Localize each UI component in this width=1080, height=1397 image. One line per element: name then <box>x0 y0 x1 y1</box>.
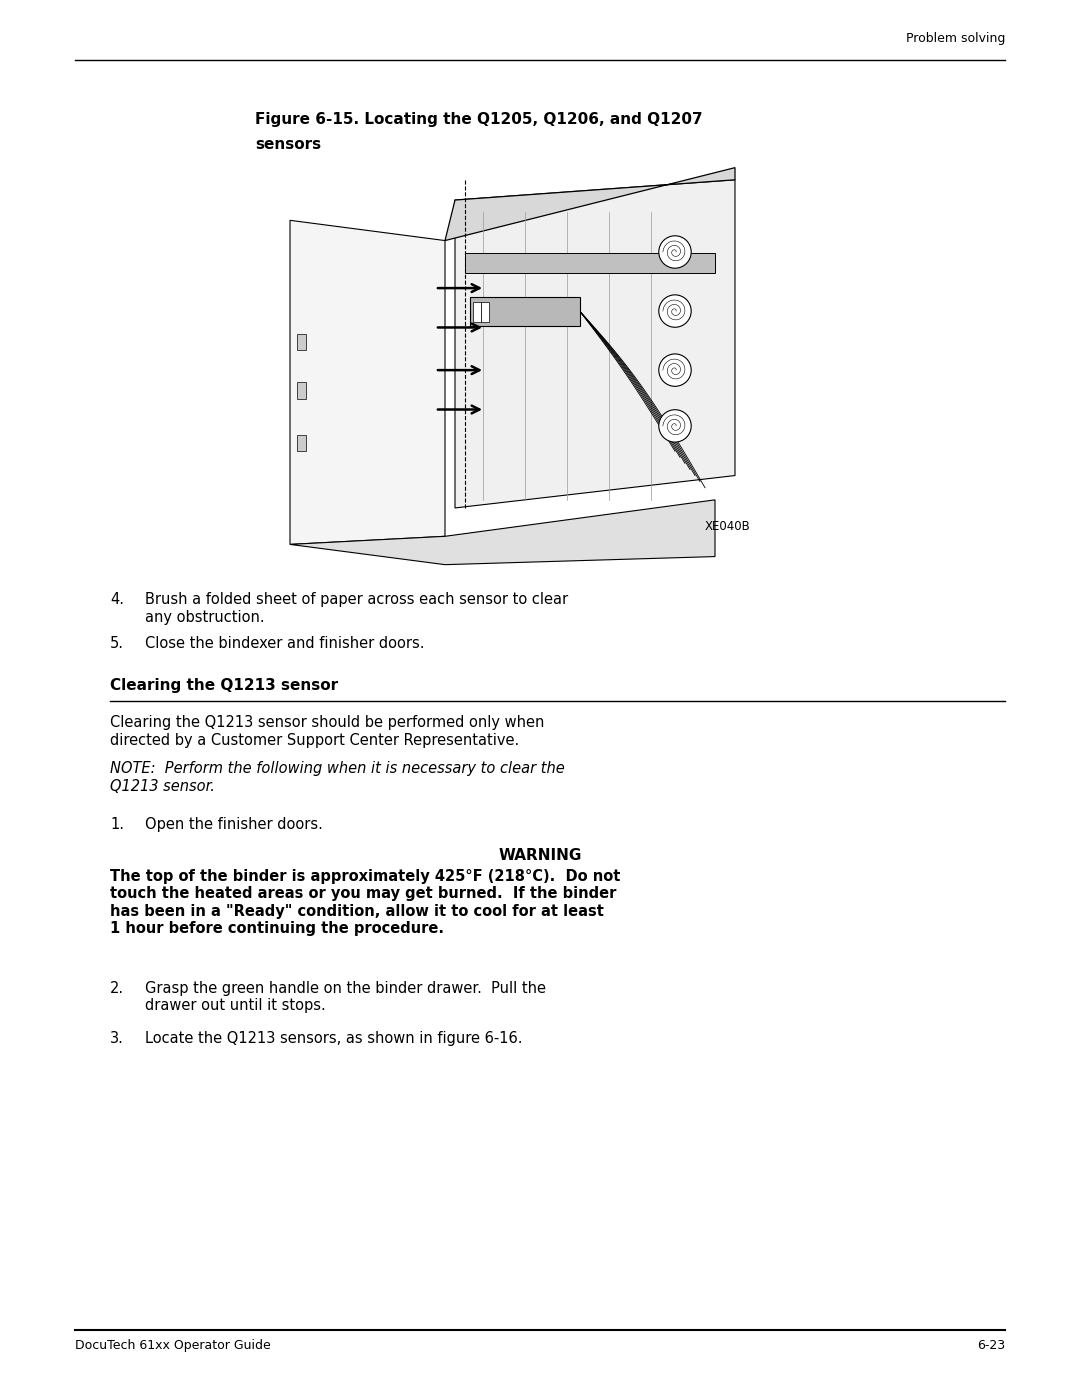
Polygon shape <box>455 180 735 509</box>
Bar <box>465 253 715 272</box>
Polygon shape <box>445 168 735 240</box>
Text: The top of the binder is approximately 425°F (218°C).  Do not
touch the heated a: The top of the binder is approximately 4… <box>110 869 620 936</box>
Text: Problem solving: Problem solving <box>906 32 1005 45</box>
Text: Brush a folded sheet of paper across each sensor to clear
any obstruction.: Brush a folded sheet of paper across eac… <box>145 592 568 624</box>
Bar <box>297 383 307 398</box>
Bar <box>255 168 755 573</box>
Text: Clearing the Q1213 sensor: Clearing the Q1213 sensor <box>110 678 338 693</box>
Circle shape <box>659 236 691 268</box>
Bar <box>470 298 580 326</box>
Text: 2.: 2. <box>110 981 124 996</box>
Text: 3.: 3. <box>110 1031 124 1046</box>
Text: Close the bindexer and finisher doors.: Close the bindexer and finisher doors. <box>145 636 424 651</box>
Circle shape <box>659 353 691 387</box>
Polygon shape <box>291 500 715 564</box>
Bar <box>481 302 489 321</box>
Polygon shape <box>291 221 445 545</box>
Circle shape <box>659 409 691 441</box>
Bar <box>297 434 307 451</box>
Text: sensors: sensors <box>255 137 321 152</box>
Bar <box>473 302 481 321</box>
Bar <box>297 334 307 351</box>
Text: DocuTech 61xx Operator Guide: DocuTech 61xx Operator Guide <box>75 1340 271 1352</box>
Text: 4.: 4. <box>110 592 124 608</box>
Text: 6-23: 6-23 <box>977 1340 1005 1352</box>
Text: 5.: 5. <box>110 636 124 651</box>
Text: Open the finisher doors.: Open the finisher doors. <box>145 817 323 833</box>
Circle shape <box>659 295 691 327</box>
Text: Locate the Q1213 sensors, as shown in figure 6-16.: Locate the Q1213 sensors, as shown in fi… <box>145 1031 523 1046</box>
Text: 1.: 1. <box>110 817 124 833</box>
Text: NOTE:  Perform the following when it is necessary to clear the
Q1213 sensor.: NOTE: Perform the following when it is n… <box>110 761 565 793</box>
Text: Figure 6-15. Locating the Q1205, Q1206, and Q1207: Figure 6-15. Locating the Q1205, Q1206, … <box>255 112 703 127</box>
Text: XE040B: XE040B <box>704 520 750 534</box>
Text: Grasp the green handle on the binder drawer.  Pull the
drawer out until it stops: Grasp the green handle on the binder dra… <box>145 981 546 1013</box>
Text: WARNING: WARNING <box>498 848 582 863</box>
Text: Clearing the Q1213 sensor should be performed only when
directed by a Customer S: Clearing the Q1213 sensor should be perf… <box>110 715 544 747</box>
